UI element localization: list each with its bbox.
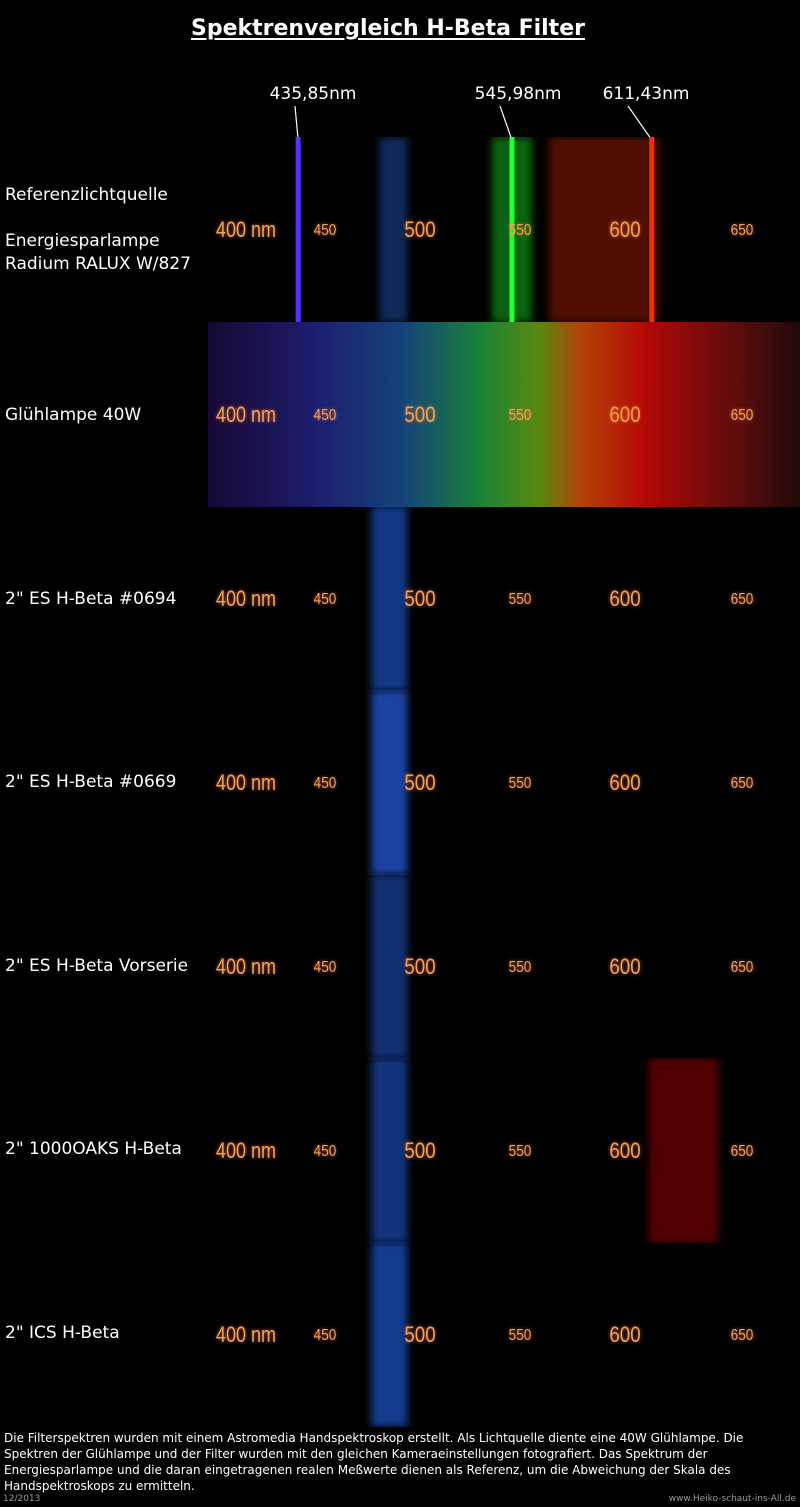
row-label-referenz: Radium RALUX W/827 [5,254,191,274]
scale-tick-label: 600 [609,402,641,427]
scale-tick-label: 450 [313,775,337,792]
scale-tick-label: 550 [508,222,532,239]
hbeta-passband [371,1242,408,1427]
scale-tick-label: 450 [313,1143,337,1160]
scale-tick-label: 500 [404,402,436,427]
scale-unit-label: 400 nm [215,217,277,242]
reference-pointer-line [499,105,513,141]
emission-line [649,137,655,322]
scale-tick-label: 600 [609,217,641,242]
scale-tick-label: 500 [404,217,436,242]
scale-tick-label: 650 [730,1327,754,1344]
scale-tick-label: 650 [730,407,754,424]
scale-tick-label: 450 [313,407,337,424]
scale-tick-label: 650 [730,591,754,608]
scale-tick-label: 600 [609,1138,641,1163]
reference-wavelength-label: 545,98nm [474,84,562,104]
row-label-referenz: Energiesparlampe [5,231,160,251]
emission-line [509,137,515,322]
row-label-es0669: 2" ES H-Beta #0669 [5,772,177,792]
spectrum-strip-ics: 400 nm 450 500 550 600 650 [208,1242,800,1427]
scale-tick-label: 550 [508,1143,532,1160]
spectrum-strip-gluehlampe: 400 nm 450 500 550 600 650 [208,322,800,507]
footer-date: 12/2013 [3,1494,41,1504]
emission-line [295,137,301,322]
scale-unit-label: 400 nm [215,1322,277,1347]
scale-tick-label: 450 [313,222,337,239]
row-label-referenz: Referenzlichtquelle [5,185,168,205]
reference-pointer-line [294,105,299,141]
footer-website: www.Heiko-schaut-ins-All.de [668,1494,796,1504]
row-label-ics: 2" ICS H-Beta [5,1323,120,1343]
hbeta-passband [371,874,408,1059]
spectrum-graphic [208,322,800,507]
scale-tick-label: 600 [609,770,641,795]
scale-tick-label: 500 [404,1322,436,1347]
hbeta-passband [371,506,408,691]
spectrum-graphic [219,137,791,322]
reference-pointer-line [627,105,653,141]
scale-tick-label: 450 [313,1327,337,1344]
row-label-gluehlampe: Glühlampe 40W [5,405,142,425]
scale-tick-label: 650 [730,775,754,792]
scale-tick-label: 600 [609,1322,641,1347]
reference-line-pointers [294,105,653,141]
hbeta-passband [371,1058,408,1243]
spectrum-graphic [219,874,791,1059]
scale-tick-label: 500 [404,586,436,611]
scale-unit-label: 400 nm [215,1138,277,1163]
reference-wavelength-label: 611,43nm [602,84,690,104]
scale-tick-label: 650 [730,222,754,239]
row-label-esvorserie: 2" ES H-Beta Vorserie [5,956,189,976]
spectrum-graphic [219,1242,791,1427]
spectrum-strip-esvorserie: 400 nm 450 500 550 600 650 [208,874,800,1059]
scale-unit-label: 400 nm [215,402,277,427]
scale-tick-label: 450 [313,959,337,976]
spectrum-graphic [219,506,791,691]
spectrum-graphic [219,1058,791,1243]
scale-tick-label: 500 [404,1138,436,1163]
scale-tick-label: 450 [313,591,337,608]
scale-tick-label: 500 [404,954,436,979]
reference-wavelength-label: 435,85nm [269,84,357,104]
page-title: Spektrenvergleich H-Beta Filter [191,16,585,41]
row-label-es0694: 2" ES H-Beta #0694 [5,589,177,609]
scale-tick-label: 650 [730,959,754,976]
scale-tick-label: 550 [508,1327,532,1344]
scale-unit-label: 400 nm [215,586,277,611]
spectrum-strip-es0694: 400 nm 450 500 550 600 650 [208,506,800,691]
scale-unit-label: 400 nm [215,770,277,795]
hbeta-passband [371,690,408,875]
spectrum-strip-referenz: 400 nm 450 500 550 600 650 [208,137,800,322]
emission-glow [379,137,408,322]
scale-tick-label: 600 [609,954,641,979]
scale-tick-label: 500 [404,770,436,795]
scale-tick-label: 550 [508,959,532,976]
scale-tick-label: 550 [508,775,532,792]
scale-tick-label: 600 [609,586,641,611]
spectrum-graphic [219,690,791,875]
scale-tick-label: 550 [508,407,532,424]
scale-tick-label: 550 [508,591,532,608]
spectrum-strip-es0669: 400 nm 450 500 550 600 650 [208,690,800,875]
row-label-oaks: 2" 1000OAKS H-Beta [5,1139,182,1159]
footer-description: Die Filterspektren wurden mit einem Astr… [4,1431,744,1493]
scale-unit-label: 400 nm [215,954,277,979]
spectrum-strip-oaks: 400 nm 450 500 550 600 650 [208,1058,800,1243]
scale-tick-label: 650 [730,1143,754,1160]
